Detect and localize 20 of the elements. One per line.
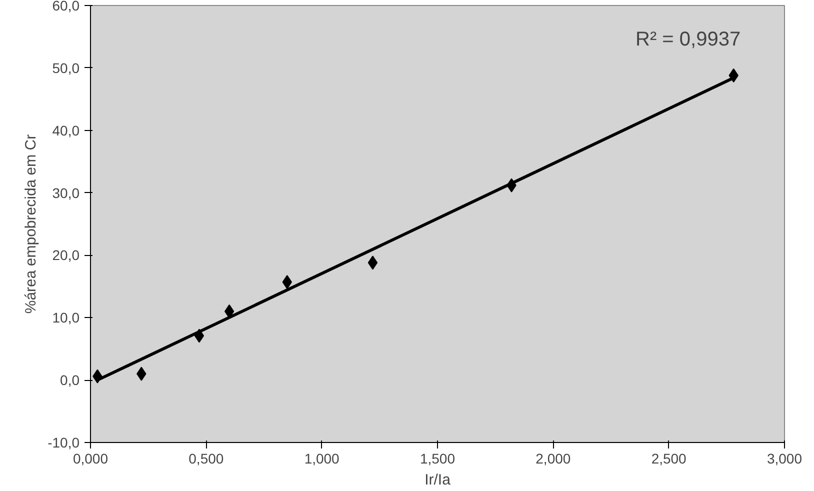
x-tick-label: 1,500 — [420, 450, 456, 466]
x-tick-label: 2,500 — [651, 450, 687, 466]
y-tick-label: -10,0 — [48, 434, 80, 450]
x-tick-label: 2,000 — [536, 450, 571, 466]
x-tick-label: 0,000 — [72, 450, 108, 466]
point — [224, 304, 234, 318]
y-tick-label: 10,0 — [52, 310, 80, 326]
y-tick-label: 60,0 — [52, 0, 80, 14]
x-axis-title: Ir/Ia — [424, 472, 452, 488]
x-tick-label: 0,500 — [188, 450, 224, 466]
y-tick-label: 50,0 — [52, 60, 80, 76]
x-tick-label: 3,000 — [766, 450, 802, 466]
x-tick-label: 1,000 — [304, 450, 340, 466]
y-axis-title: %área empobrecida em Cr — [22, 134, 40, 314]
point — [368, 256, 378, 270]
y-tick-label: 30,0 — [52, 184, 80, 201]
y-tick-label: 20,0 — [52, 247, 80, 264]
y-tick-label: 0,0 — [60, 372, 80, 388]
annotation: R² = 0,9937 — [636, 28, 741, 50]
y-tick-label: 40,0 — [52, 122, 80, 138]
